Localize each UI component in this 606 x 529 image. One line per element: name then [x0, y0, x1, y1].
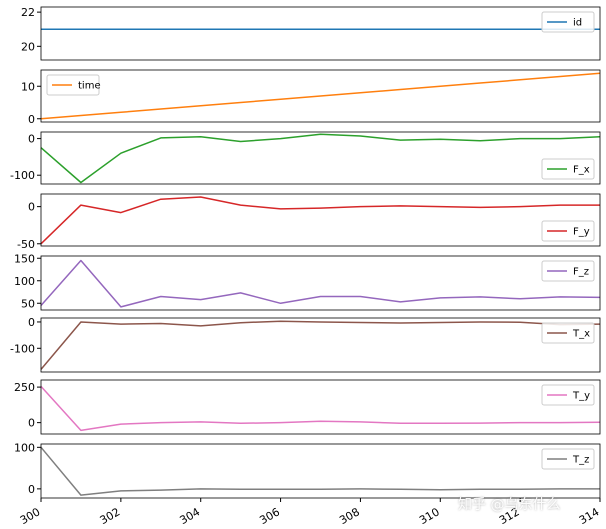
- axes-frame: [40, 131, 601, 185]
- series-line-T_y: [40, 385, 601, 432]
- legend-box: [541, 448, 595, 470]
- legend-T_z: T_z: [541, 448, 595, 470]
- x-tick-label: 308: [337, 505, 362, 527]
- subplot-F_x: -100 0 F_x: [10, 131, 601, 185]
- subplot-time: 0 10 time: [21, 69, 601, 126]
- series-line-time: [40, 72, 601, 120]
- legend-F_x: F_x: [541, 158, 595, 180]
- axes-frame: [40, 69, 601, 123]
- legend-T_y: T_y: [541, 384, 595, 406]
- legend-box: [541, 158, 595, 180]
- series-line-T_z: [40, 446, 600, 496]
- subplot-F_z: 50 100 150 F_z: [14, 252, 601, 311]
- legend-label: id: [573, 18, 582, 29]
- y-tick-label: 0: [28, 417, 35, 430]
- x-tick-label: 314: [577, 505, 602, 527]
- legend-F_y: F_y: [541, 220, 595, 242]
- series-line-T_x: [40, 320, 601, 370]
- series-line-F_z: [40, 259, 601, 308]
- series-line-F_x: [40, 133, 601, 184]
- y-tick-label: 100: [14, 441, 35, 454]
- legend-label: F_y: [573, 227, 590, 238]
- y-tick-label: 0: [28, 483, 35, 496]
- axes-frame: [40, 6, 601, 61]
- axes-frame: [40, 443, 601, 499]
- legend-label: T_z: [572, 455, 589, 466]
- y-tick-label: -100: [10, 169, 35, 182]
- legend-box: [541, 220, 595, 242]
- y-tick-label: -100: [10, 342, 35, 355]
- y-tick-label: 0: [28, 113, 35, 126]
- subplot-T_x: -100 0 T_x: [10, 316, 601, 373]
- x-tick-label: 310: [417, 505, 442, 527]
- legend-time: time: [46, 74, 101, 96]
- subplot-id: 20 22 id: [21, 6, 601, 61]
- axes-frame: [40, 379, 601, 435]
- x-tick-label: 302: [98, 505, 123, 527]
- axes-frame: [40, 317, 601, 373]
- y-tick-label: 10: [21, 80, 35, 93]
- legend-label: F_x: [573, 165, 590, 176]
- subplot-T_y: 0 250 T_y: [14, 379, 601, 435]
- y-tick-label: 0: [28, 201, 35, 214]
- watermark: 知乎 @乌东什么: [458, 497, 561, 513]
- x-tick-label: 306: [257, 505, 282, 527]
- y-tick-label: 100: [14, 275, 35, 288]
- y-tick-label: 0: [28, 316, 35, 329]
- subplot-F_y: -50 0 F_y: [17, 193, 601, 251]
- legend-id: id: [541, 11, 595, 33]
- legend-label: T_y: [572, 391, 590, 402]
- legend-box: [46, 74, 100, 96]
- axes-frame: [40, 255, 601, 311]
- legend-box: [541, 260, 595, 282]
- y-tick-label: 0: [28, 133, 35, 146]
- legend-F_z: F_z: [541, 260, 595, 282]
- y-tick-label: 150: [14, 252, 35, 265]
- series-line-F_y: [40, 196, 600, 245]
- legend-label: time: [78, 81, 101, 92]
- legend-T_x: T_x: [541, 322, 595, 344]
- y-tick-label: -50: [17, 238, 35, 251]
- y-tick-label: 22: [21, 6, 35, 19]
- legend-box: [541, 322, 595, 344]
- legend-label: F_z: [573, 267, 589, 278]
- x-tick-label: 300: [18, 505, 43, 527]
- y-tick-label: 20: [21, 40, 35, 53]
- legend-label: T_x: [572, 329, 590, 340]
- axes-frame: [40, 193, 601, 247]
- y-tick-label: 50: [21, 297, 35, 310]
- x-tick-label: 304: [178, 505, 203, 527]
- y-tick-label: 250: [14, 381, 35, 394]
- legend-box: [541, 384, 595, 406]
- legend-box: [541, 11, 595, 33]
